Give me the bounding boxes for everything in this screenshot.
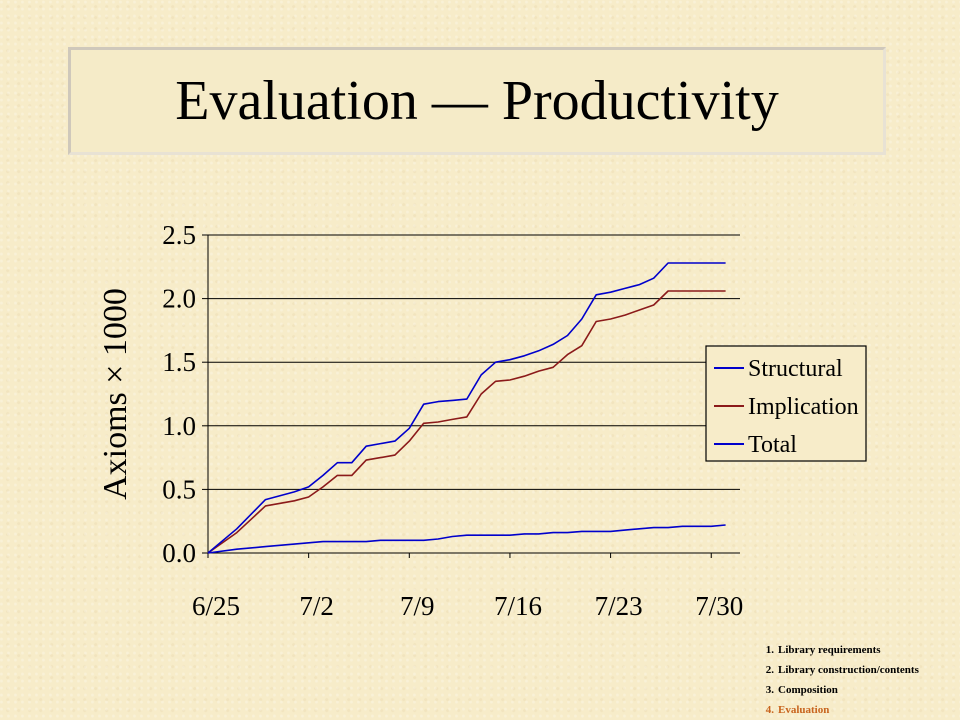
legend: Structural Implication Total <box>705 345 867 462</box>
x-tick-label: 7/23 <box>595 591 643 621</box>
legend-label: Structural <box>748 356 843 382</box>
x-tick-label: 7/30 <box>695 591 743 621</box>
outline-item: 3. Composition <box>746 680 919 700</box>
outline-item: 2. Library construction/contents <box>746 660 919 680</box>
x-tick-label: 7/2 <box>299 591 334 621</box>
outline-nav: 1. Library requirements 2. Library construc… <box>746 640 919 720</box>
title-box: Evaluation — Productivity <box>68 47 886 155</box>
outline-item-number: 3. <box>765 684 774 696</box>
slide-title: Evaluation — Productivity <box>175 70 779 132</box>
legend-label: Total <box>748 432 797 458</box>
y-tick-label: 1.0 <box>162 411 196 441</box>
series-lines <box>207 262 726 554</box>
series-line-total <box>207 262 726 554</box>
x-tick-label: 7/9 <box>400 591 435 621</box>
outline-item-label: Library requirements <box>778 644 881 656</box>
outline-item-label: Composition <box>778 684 838 696</box>
y-tick-label: 0.0 <box>162 538 196 568</box>
series-line-implication <box>207 290 726 554</box>
y-tick-label: 1.5 <box>162 347 196 377</box>
series-line-structural <box>207 524 726 554</box>
x-tick-label: 6/25 <box>192 591 240 621</box>
outline-item-number: 4. <box>765 704 774 716</box>
outline-item-label: Library construction/contents <box>778 664 919 676</box>
x-tick-label: 7/16 <box>494 591 542 621</box>
outline-item-label: Evaluation <box>778 704 830 716</box>
y-tick-label: 2.5 <box>162 220 196 250</box>
y-tick-label: 2.0 <box>162 284 196 314</box>
y-tick-label: 0.5 <box>162 474 196 504</box>
outline-item-number: 1. <box>765 644 774 656</box>
outline-item: 1. Library requirements <box>746 640 919 660</box>
axes: 0.0 0.5 1.0 1.5 2.0 2.5 6/25 7/2 7/9 7/16 7/23 7/30… <box>97 220 743 621</box>
legend-box <box>705 345 867 462</box>
legend-label: Implication <box>748 394 859 420</box>
y-axis-label: Axioms × 1000 <box>97 288 134 500</box>
grid <box>208 234 740 554</box>
outline-item-number: 2. <box>765 664 774 676</box>
outline-item: 4. Evaluation <box>746 700 919 720</box>
